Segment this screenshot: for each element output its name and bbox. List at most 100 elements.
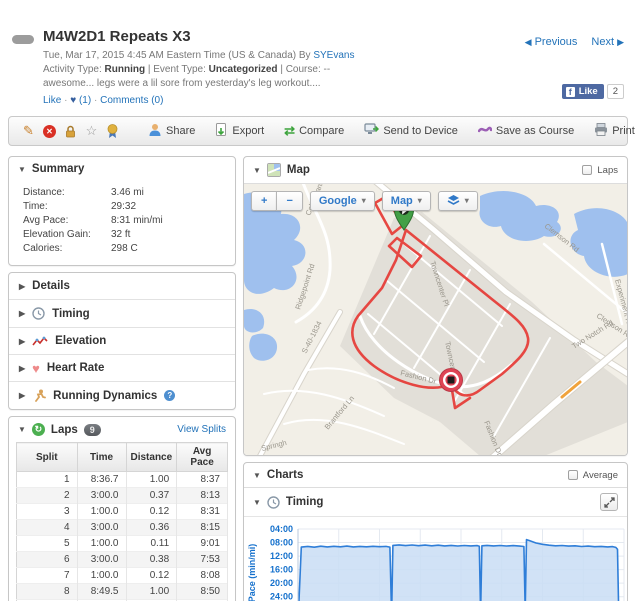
laps-panel-header[interactable]: ▼ ↻ Laps 9 View Splits [9, 417, 235, 442]
stop-marker[interactable] [439, 368, 463, 392]
laps-checkbox[interactable] [582, 165, 593, 175]
author-link[interactable]: SYEvans [313, 50, 355, 61]
send-to-device-button[interactable]: Send to Device [357, 123, 465, 139]
facebook-logo-icon: f [565, 86, 575, 97]
map-canvas[interactable]: + − Google ▾ Map ▾ ▾ [244, 165, 627, 455]
toolbar-icon-group: ✎ ✕ ☆ [18, 123, 123, 140]
map-panel-header[interactable]: ▼ Map Laps [244, 157, 627, 183]
map-icon [266, 163, 281, 177]
section-running-dynamics[interactable]: ▶ Running Dynamics? [9, 381, 235, 409]
save-as-course-icon [477, 124, 493, 138]
summary-row: Distance: 3.46 mi [23, 187, 144, 198]
privacy-icon[interactable] [62, 123, 79, 140]
previous-arrow-icon: ◀ [524, 37, 532, 47]
map-panel: ▼ Map Laps + − Google ▾ [243, 156, 628, 456]
expand-chart-button[interactable] [600, 493, 618, 511]
laps-column-header[interactable]: Distance [125, 442, 178, 472]
laps-panel: ▼ ↻ Laps 9 View Splits Split Time Distance… [8, 416, 236, 601]
lap-row[interactable]: 2 3:00.0 0.37 8:13 [16, 487, 228, 504]
pagination-nav: ◀ Previous Next ▶ [525, 36, 624, 48]
timing-chart-header[interactable]: ▼ Timing [244, 487, 627, 516]
lap-row[interactable]: 9:05.50.0023:52 [16, 599, 228, 601]
lap-row[interactable]: 5 1:00.0 0.11 9:01 [16, 535, 228, 552]
section-timing[interactable]: ▶ Timing [9, 299, 235, 327]
delete-icon[interactable]: ✕ [41, 123, 58, 140]
clock-icon [267, 495, 280, 509]
compare-button[interactable]: ⇄ Compare [284, 123, 345, 138]
map-provider-dropdown[interactable]: Google ▾ [309, 191, 375, 211]
pace-chart[interactable]: 04:0008:0012:0016:0020:0024:0028:00Pace … [244, 516, 627, 601]
collapse-arrow-icon: ▼ [253, 470, 261, 480]
svg-text:04:00: 04:00 [270, 524, 293, 534]
summary-row: Time: 29:32 [23, 201, 137, 212]
lap-row[interactable]: 4 3:00.0 0.36 8:15 [16, 519, 228, 536]
laps-column-header[interactable]: Time [76, 442, 127, 472]
clock-icon [32, 307, 45, 320]
collapse-arrow-icon: ▼ [18, 425, 26, 434]
lap-row[interactable]: 3 1:00.0 0.12 8:31 [16, 503, 228, 520]
collapse-arrow-icon: ▼ [18, 164, 26, 174]
collapse-arrow-icon: ▼ [253, 497, 261, 507]
summary-row: Elevation Gain: 32 ft [23, 229, 131, 240]
charts-panel-header[interactable]: ▼ Charts Average [244, 463, 627, 487]
summary-panel-header[interactable]: ▼ Summary [9, 157, 235, 181]
next-link[interactable]: Next ▶ [591, 36, 624, 48]
layers-icon [447, 195, 460, 205]
svg-text:12:00: 12:00 [270, 551, 293, 561]
lap-row[interactable]: 6 3:00.0 0.38 7:53 [16, 551, 228, 568]
comments-link[interactable]: Comments (0) [100, 95, 164, 106]
laps-table-header-row: Split Time Distance Avg Pace [16, 442, 228, 472]
activity-description: awesome... legs were a lil sore from yes… [43, 78, 321, 89]
facebook-like-widget: f Like 2 [561, 84, 624, 99]
laps-checkbox-label: Laps [597, 164, 618, 176]
map-zoom-in-button[interactable]: + [251, 191, 277, 211]
share-button[interactable]: Share [141, 123, 202, 140]
previous-link[interactable]: ◀ Previous [524, 36, 578, 48]
laps-column-header[interactable]: Split [16, 442, 78, 472]
toolbar-button-group: Share Export ⇄ Compare Send to Device Save as… [141, 122, 636, 140]
chevron-down-icon: ▾ [417, 196, 422, 205]
map-title: Map [286, 164, 310, 176]
facebook-like-button[interactable]: f Like [561, 84, 604, 99]
edit-icon[interactable]: ✎ [23, 123, 34, 138]
lap-row[interactable]: 1 8:36.7 1.00 8:37 [16, 471, 228, 488]
chevron-down-icon: ▾ [464, 196, 469, 205]
map-zoom-out-button[interactable]: − [276, 191, 303, 211]
expand-icon [603, 496, 615, 508]
section-elevation[interactable]: ▶ Elevation [9, 327, 235, 354]
section-details[interactable]: ▶ Details [19, 280, 70, 292]
heart-icon: ♥ [32, 360, 40, 376]
left-column: ▼ Summary Distance: 3.46 mi Time: 29:32 Avg … [8, 156, 236, 601]
achievements-icon[interactable] [104, 123, 121, 140]
route-track [351, 194, 530, 410]
print-button[interactable]: Print [587, 123, 636, 139]
export-button[interactable]: Export [208, 122, 271, 140]
heart-count[interactable]: (1) [78, 95, 92, 106]
average-checkbox-label: Average [582, 469, 618, 481]
activity-datetime: Tue, Mar 17, 2015 4:45 AM Eastern Time (… [43, 50, 355, 61]
section-heart-rate[interactable]: ▶ ♥ Heart Rate [9, 354, 235, 381]
svg-text:24:00: 24:00 [270, 592, 293, 601]
summary-row: Calories: 298 C [23, 243, 138, 254]
average-checkbox[interactable] [567, 470, 578, 480]
favorite-star-icon[interactable]: ☆ [85, 123, 98, 138]
send-to-device-icon [364, 123, 380, 139]
social-line: Like · ♥ (1) · Comments (0) [43, 95, 164, 106]
runner-icon [32, 389, 47, 402]
save-as-course-button[interactable]: Save as Course [471, 124, 581, 138]
laps-column-header[interactable]: Avg Pace [176, 442, 228, 472]
like-link[interactable]: Like [43, 95, 62, 106]
map-controls: + − Google ▾ Map ▾ ▾ [251, 191, 478, 211]
help-icon[interactable]: ? [164, 390, 176, 401]
street-label: Ridgepoint Rd [293, 263, 316, 311]
map-layers-dropdown[interactable]: ▾ [437, 191, 478, 211]
chevron-down-icon: ▾ [361, 196, 366, 205]
activity-toolbar: ✎ ✕ ☆ Share Export ⇄ Compare Send to Device Sav… [8, 116, 635, 146]
charts-title: Charts [266, 469, 304, 481]
lap-row[interactable]: 8 8:49.5 1.00 8:50 [16, 583, 228, 600]
view-splits-link[interactable]: View Splits [177, 424, 226, 435]
lap-row[interactable]: 7 1:00.0 0.12 8:08 [16, 567, 228, 584]
svg-text:16:00: 16:00 [270, 565, 293, 575]
map-type-dropdown[interactable]: Map ▾ [381, 191, 431, 211]
